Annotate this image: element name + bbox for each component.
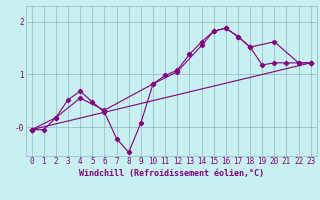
- X-axis label: Windchill (Refroidissement éolien,°C): Windchill (Refroidissement éolien,°C): [79, 169, 264, 178]
